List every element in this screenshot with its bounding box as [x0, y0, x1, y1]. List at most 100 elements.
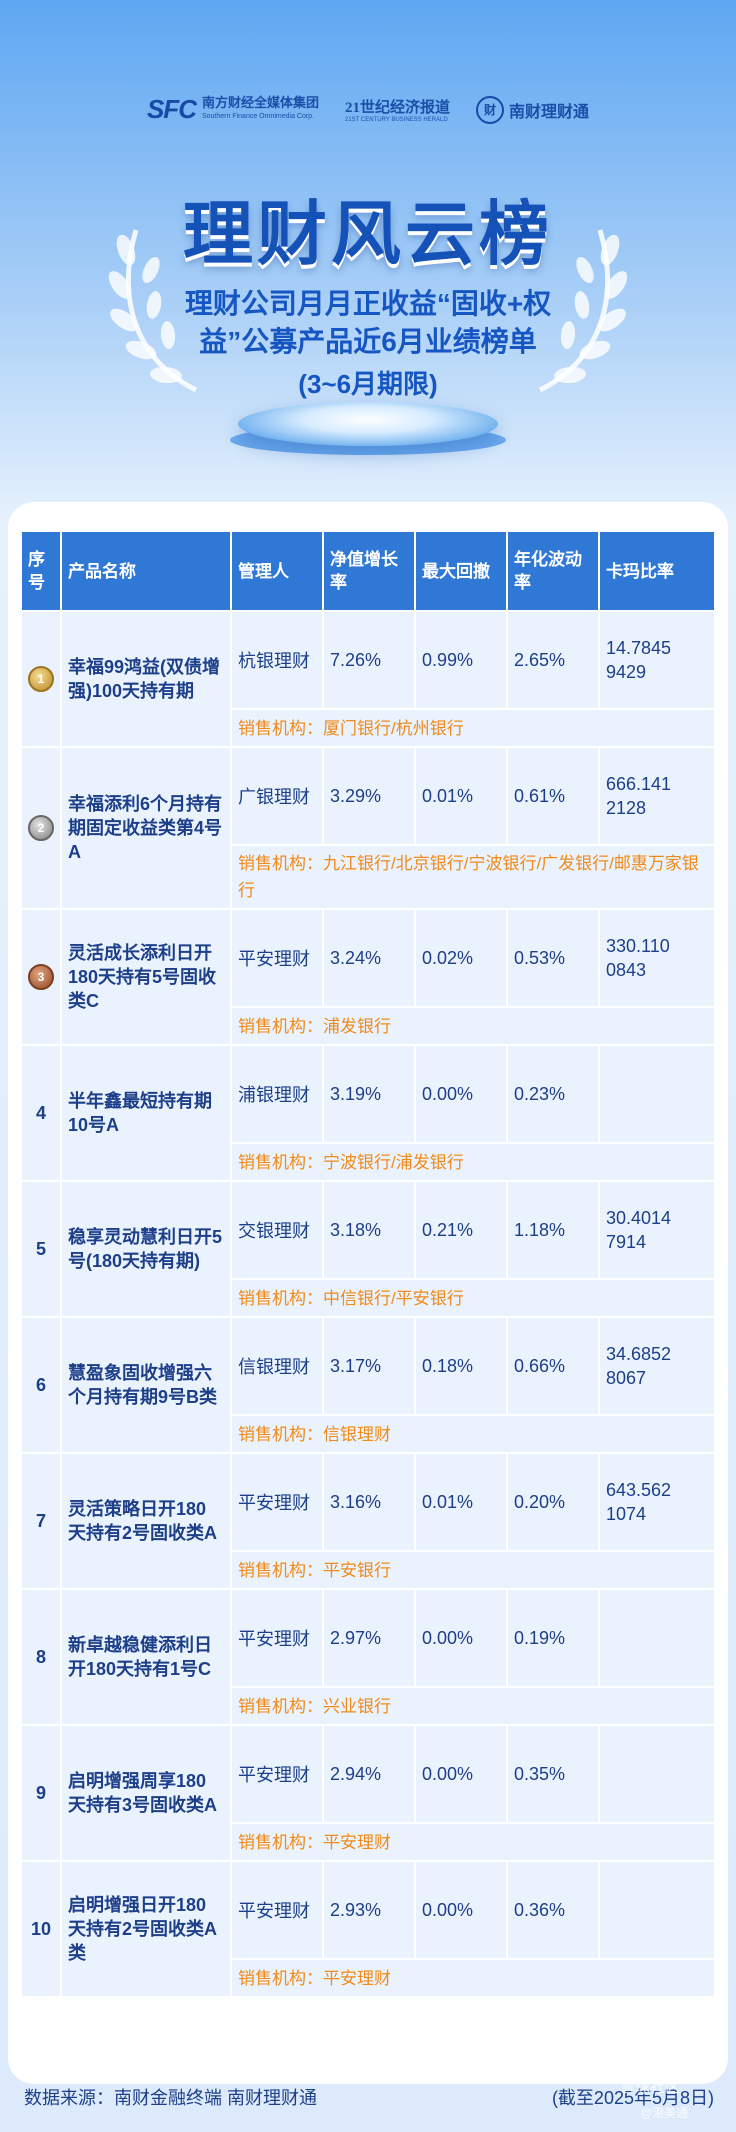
volatility-cell: 0.23%: [508, 1046, 600, 1142]
sales-channels: 销售机构：平安银行: [232, 1552, 714, 1588]
table-row: 8 新卓越稳健添利日开180天持有1号C 平安理财 2.97% 0.00% 0.19%: [22, 1590, 714, 1724]
calmar-cell: [600, 1590, 714, 1686]
manager-cell: 平安理财: [232, 910, 324, 1006]
21st-century-logo: 21世纪经济报道 21ST CENTURY BUSINESS HERALD: [345, 96, 450, 123]
sales-channels: 销售机构：中信银行/平安银行: [232, 1280, 714, 1316]
sfc-name: 南方财经全媒体集团: [201, 94, 319, 110]
sales-row: 销售机构：平安银行: [22, 1552, 714, 1588]
calmar-cell: [600, 1726, 714, 1822]
table-row: 5 稳享灵动慧利日开5号(180天持有期) 交银理财 3.18% 0.21% 1.18% 3…: [22, 1182, 714, 1316]
ranking-table: 序号 产品名称 管理人 净值增长率 最大回撤 年化波动率 卡玛比率 1 幸福99鸿…: [22, 530, 714, 1998]
col-header-calmar: 卡玛比率: [600, 532, 714, 610]
rank-cell: 6: [22, 1318, 62, 1452]
col-header-volatility: 年化波动率: [508, 532, 600, 610]
nancai-logo-icon: 财: [476, 95, 504, 124]
sfc-sub: Southern Finance Omnimedia Corp.: [201, 112, 315, 120]
sales-row: 销售机构：九江银行/北京银行/宁波银行/广发银行/邮惠万家银行: [22, 846, 714, 908]
table-row: 1 幸福99鸿益(双债增强)100天持有期 杭银理财 7.26% 0.99% 2.65% 1…: [22, 612, 714, 746]
calmar-cell: 34.6852 8067: [600, 1318, 714, 1414]
growth-cell: 7.26%: [324, 612, 416, 708]
table-row: 3 灵活成长添利日开180天持有5号固收类C 平安理财 3.24% 0.02% 0.53%…: [22, 910, 714, 1044]
manager-cell: 交银理财: [232, 1182, 324, 1278]
volatility-cell: 0.53%: [508, 910, 600, 1006]
col-header-rank: 序号: [22, 532, 62, 610]
manager-cell: 平安理财: [232, 1590, 324, 1686]
gold-medal-icon: 1: [28, 666, 54, 692]
table-body: 1 幸福99鸿益(双债增强)100天持有期 杭银理财 7.26% 0.99% 2.65% 1…: [22, 612, 714, 1996]
page-title: 理财风云榜: [183, 193, 553, 275]
watermark: 雪球社区: [620, 2079, 681, 2096]
21st-sub: 21ST CENTURY BUSINESS HERALD: [344, 117, 448, 123]
drawdown-cell: 0.00%: [416, 1590, 508, 1686]
volatility-cell: 0.36%: [508, 1862, 600, 1958]
calmar-cell: 30.4014 7914: [600, 1182, 714, 1278]
table-header-row: 序号 产品名称 管理人 净值增长率 最大回撤 年化波动率 卡玛比率: [22, 532, 714, 610]
manager-cell: 杭银理财: [232, 612, 324, 708]
rank-cell: 8: [22, 1590, 62, 1724]
volatility-cell: 1.18%: [508, 1182, 600, 1278]
manager-cell: 平安理财: [232, 1726, 324, 1822]
product-name: 灵活成长添利日开180天持有5号固收类C: [62, 910, 232, 1044]
calmar-cell: 666.141 2128: [600, 748, 714, 844]
sales-row: 销售机构：兴业银行: [22, 1688, 714, 1724]
drawdown-cell: 0.02%: [416, 910, 508, 1006]
manager-cell: 广银理财: [232, 748, 324, 844]
growth-cell: 2.93%: [324, 1862, 416, 1958]
drawdown-cell: 0.01%: [416, 748, 508, 844]
product-name: 启明增强周享180天持有3号固收类A: [62, 1726, 232, 1860]
footer: 数据来源：南财金融终端 南财理财通 (截至2025年5月8日): [24, 2084, 714, 2110]
product-name: 幸福99鸿益(双债增强)100天持有期: [62, 612, 232, 746]
nancai-name: 南财理财通: [509, 103, 590, 121]
growth-cell: 3.29%: [324, 748, 416, 844]
calmar-cell: 14.7845 9429: [600, 612, 714, 708]
volatility-cell: 0.35%: [508, 1726, 600, 1822]
calmar-cell: 643.562 1074: [600, 1454, 714, 1550]
sales-row: 销售机构：厦门银行/杭州银行: [22, 710, 714, 746]
growth-cell: 3.19%: [324, 1046, 416, 1142]
manager-cell: 平安理财: [232, 1454, 324, 1550]
page-subtitle: 理财公司月月正收益“固收+权益”公募产品近6月业绩榜单: [184, 288, 552, 357]
table-row: 10 启明增强日开180天持有2号固收类A类 平安理财 2.93% 0.00% 0.36%: [22, 1862, 714, 1996]
rank-cell: 9: [22, 1726, 62, 1860]
col-header-name: 产品名称: [62, 532, 232, 610]
drawdown-cell: 0.18%: [416, 1318, 508, 1414]
sales-row: 销售机构：平安理财: [22, 1824, 714, 1860]
drawdown-cell: 0.00%: [416, 1726, 508, 1822]
product-name: 新卓越稳健添利日开180天持有1号C: [62, 1590, 232, 1724]
sales-row: 销售机构：宁波银行/浦发银行: [22, 1144, 714, 1180]
21st-name: 21世纪经济报道: [344, 100, 450, 116]
drawdown-cell: 0.99%: [416, 612, 508, 708]
drawdown-cell: 0.00%: [416, 1046, 508, 1142]
manager-cell: 浦银理财: [232, 1046, 324, 1142]
silver-medal-icon: 2: [28, 815, 54, 841]
data-source: 数据来源：南财金融终端 南财理财通: [24, 2088, 317, 2108]
rank-cell: 7: [22, 1454, 62, 1588]
podium-decoration: [238, 402, 498, 446]
col-header-manager: 管理人: [232, 532, 324, 610]
watermark-handle: @港美通: [640, 2106, 689, 2120]
sales-channels: 销售机构：信银理财: [232, 1416, 714, 1452]
rank-cell: 4: [22, 1046, 62, 1180]
sales-row: 销售机构：平安理财: [22, 1960, 714, 1996]
product-name: 启明增强日开180天持有2号固收类A类: [62, 1862, 232, 1996]
calmar-cell: 330.110 0843: [600, 910, 714, 1006]
sales-channels: 销售机构：厦门银行/杭州银行: [232, 710, 714, 746]
bronze-medal-icon: 3: [28, 964, 54, 990]
laurel-right-icon: [538, 229, 628, 393]
product-name: 半年鑫最短持有期10号A: [62, 1046, 232, 1180]
sales-channels: 销售机构：九江银行/北京银行/宁波银行/广发银行/邮惠万家银行: [232, 846, 714, 908]
sales-row: 销售机构：浦发银行: [22, 1008, 714, 1044]
product-name: 稳享灵动慧利日开5号(180天持有期): [62, 1182, 232, 1316]
volatility-cell: 0.19%: [508, 1590, 600, 1686]
product-name: 幸福添利6个月持有期固定收益类第4号A: [62, 748, 232, 908]
page-subtitle-term: (3~6月期限): [298, 369, 438, 399]
sales-channels: 销售机构：浦发银行: [232, 1008, 714, 1044]
rank-cell: 3: [22, 910, 62, 1044]
data-date: (截至2025年5月8日): [551, 2088, 714, 2108]
sales-channels: 销售机构：平安理财: [232, 1960, 714, 1996]
growth-cell: 2.94%: [324, 1726, 416, 1822]
sales-row: 销售机构：信银理财: [22, 1416, 714, 1452]
growth-cell: 3.17%: [324, 1318, 416, 1414]
table-row: 7 灵活策略日开180天持有2号固收类A 平安理财 3.16% 0.01% 0.20% 64…: [22, 1454, 714, 1588]
volatility-cell: 0.66%: [508, 1318, 600, 1414]
